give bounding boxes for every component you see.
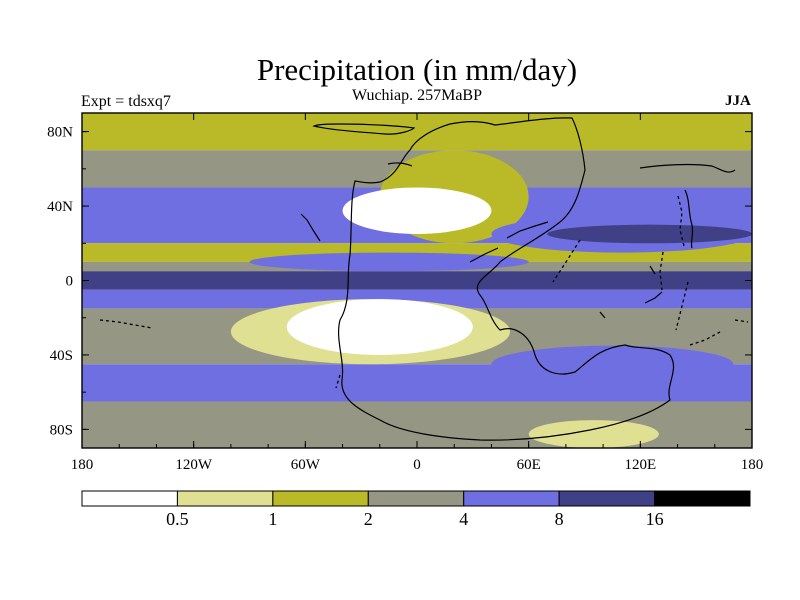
lat-tick-label: 80N [47, 125, 73, 141]
lon-tick-label: 120E [624, 457, 656, 473]
pangea-coastline [300, 117, 736, 441]
lon-tick-label: 60W [291, 457, 321, 473]
precip-patch-7 [528, 420, 659, 448]
lon-tick-label: 180 [741, 457, 764, 473]
colorbar-segment [176, 490, 274, 507]
season-label: JJA [725, 93, 751, 109]
experiment-label: Expt = tdsxq7 [81, 93, 171, 110]
lon-tick-label: 60E [517, 457, 541, 473]
precip-patch-6 [286, 299, 473, 355]
lat-tick-label: 40N [47, 199, 73, 215]
colorbar-segment [463, 490, 560, 507]
precip-patch-2 [342, 187, 492, 234]
precipitation-field [82, 113, 752, 448]
colorbar-level-label: 8 [555, 509, 564, 529]
axis-ticks [81, 113, 753, 448]
colorbar-segment [81, 490, 178, 507]
colorbar-level-label: 0.5 [166, 509, 189, 529]
lon-tick-label: 0 [413, 457, 421, 473]
map-title: Precipitation (in mm/day) [256, 52, 578, 87]
precip-patch-0 [249, 252, 529, 272]
precip-band-6 [82, 289, 752, 309]
colorbar-labels: 0.5 1 2 4 8 16 [166, 509, 663, 529]
colorbar-level-label: 2 [364, 509, 373, 529]
lat-tick-label: 80S [50, 422, 73, 438]
lon-tick-label: 120W [175, 457, 213, 473]
lat-tick-label: 0 [66, 274, 74, 290]
lat-tick-label: 40S [50, 348, 73, 364]
precip-patch-8 [491, 345, 734, 383]
colorbar-segment [654, 490, 751, 507]
axis-tick-labels: 180 120W 60W 0 60E 120E 180 80N 40N 0 40S 80S [47, 125, 763, 473]
colorbar-level-label: 1 [268, 509, 277, 529]
colorbar-level-label: 4 [459, 509, 468, 529]
colorbar-segment [558, 490, 656, 507]
colorbar-segment [367, 490, 465, 507]
colorbar [81, 490, 751, 507]
lon-tick-label: 180 [71, 457, 94, 473]
precip-band-5 [82, 271, 752, 290]
island-arc-outlines [99, 195, 749, 389]
map-subtitle: Wuchiap. 257MaBP [351, 87, 482, 104]
colorbar-segment [272, 490, 369, 507]
precip-patch-4 [547, 224, 752, 244]
colorbar-level-label: 16 [646, 509, 664, 529]
